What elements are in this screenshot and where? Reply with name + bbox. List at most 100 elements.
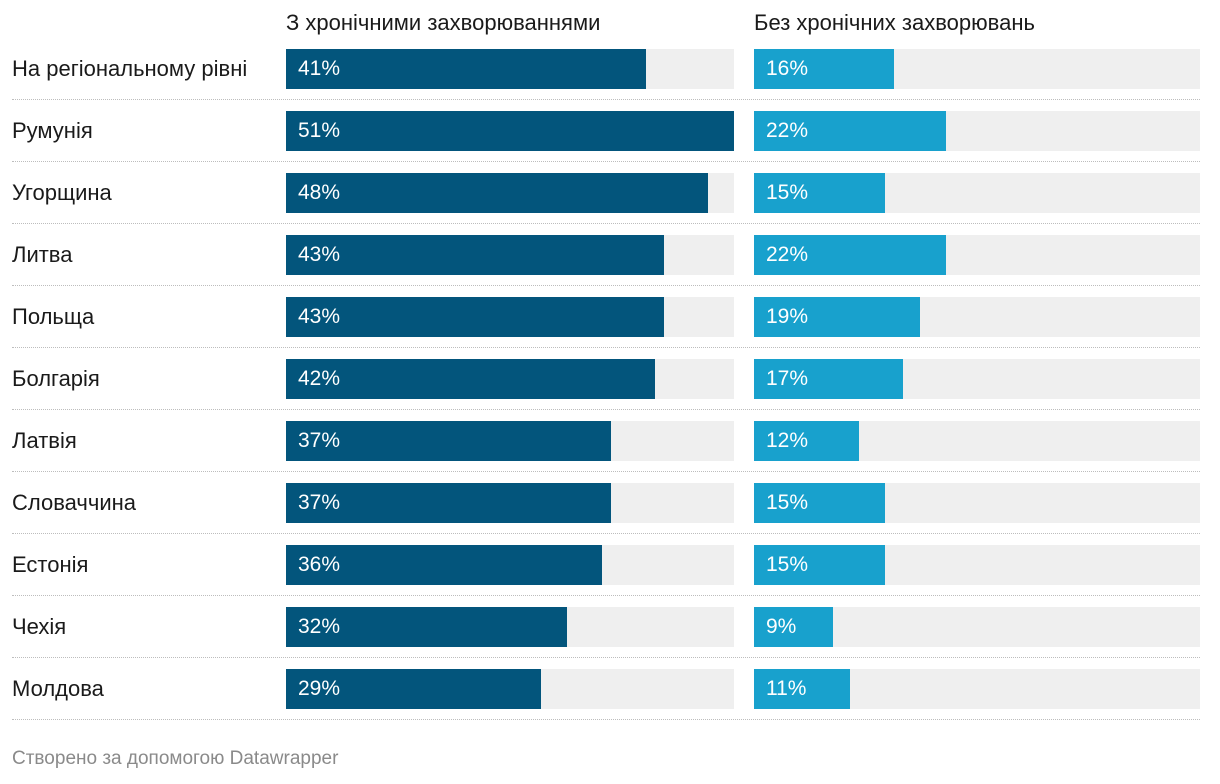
bar-track: 43%	[286, 297, 734, 337]
bar-value-label: 41%	[298, 57, 341, 80]
bar-value-label: 22%	[766, 119, 809, 142]
bar	[754, 545, 886, 585]
chart-row: Чехія 32% 9%	[0, 596, 1200, 658]
bar-track: 15%	[754, 545, 1200, 585]
bar-value-label: 32%	[298, 615, 341, 638]
bar	[754, 49, 894, 89]
row-divider	[12, 285, 1200, 286]
bar-track: 9%	[754, 607, 1200, 647]
bar	[286, 669, 541, 709]
bar	[754, 607, 833, 647]
chart-row: Польща 43% 19%	[0, 286, 1200, 348]
bar-value-label: 37%	[298, 491, 341, 514]
row-divider	[12, 533, 1200, 534]
chart-row: Литва 43% 22%	[0, 224, 1200, 286]
row-divider	[12, 471, 1200, 472]
row-divider	[12, 223, 1200, 224]
chart-row: Словаччина 37% 15%	[0, 472, 1200, 534]
bar	[286, 607, 568, 647]
bar-value-label: 22%	[766, 243, 809, 266]
bar-track: 43%	[286, 235, 734, 275]
category-label: Естонія	[12, 552, 89, 577]
bar-value-label: 19%	[766, 305, 809, 328]
category-label: Болгарія	[12, 366, 100, 391]
footer-credit: Створено за допомогою Datawrapper	[12, 748, 339, 769]
bar-value-label: 29%	[298, 677, 341, 700]
bar	[286, 297, 664, 337]
bar-track: 16%	[754, 49, 1200, 89]
bar	[286, 359, 655, 399]
row-divider	[12, 161, 1200, 162]
bar-track: 15%	[754, 173, 1200, 213]
category-label: Польща	[12, 304, 95, 329]
bar-track: 22%	[754, 235, 1200, 275]
bar-track: 48%	[286, 173, 734, 213]
bar-track: 17%	[754, 359, 1200, 399]
bar-track: 36%	[286, 545, 734, 585]
bar-track: 32%	[286, 607, 734, 647]
bar	[286, 111, 734, 151]
bar-value-label: 36%	[298, 553, 341, 576]
chart-row: Молдова 29% 11%	[0, 658, 1200, 720]
bar-track: 12%	[754, 421, 1200, 461]
bar-track: 41%	[286, 49, 734, 89]
bar	[286, 421, 612, 461]
bar	[754, 297, 921, 337]
bar-value-label: 15%	[766, 181, 809, 204]
chart-row: Естонія 36% 15%	[0, 534, 1200, 596]
bar-value-label: 42%	[298, 367, 341, 390]
category-label: Румунія	[12, 118, 93, 143]
category-label: Словаччина	[12, 490, 136, 515]
bar	[754, 359, 903, 399]
bar	[754, 669, 851, 709]
category-label: Чехія	[12, 614, 67, 639]
row-divider	[12, 719, 1200, 720]
bar-track: 37%	[286, 421, 734, 461]
category-label: Угорщина	[12, 180, 112, 205]
bar-value-label: 15%	[766, 553, 809, 576]
series-header-chronic: З хронічними захворюваннями	[286, 10, 601, 35]
bar	[286, 483, 612, 523]
chart-row: Угорщина 48% 15%	[0, 162, 1200, 224]
bar	[754, 173, 886, 213]
row-divider	[12, 347, 1200, 348]
chart-row: Румунія 51% 22%	[0, 100, 1200, 162]
category-label: Молдова	[12, 676, 104, 701]
bar-track: 19%	[754, 297, 1200, 337]
bar	[754, 235, 947, 275]
bar-track: 37%	[286, 483, 734, 523]
chart-row: На регіональному рівні 41% 16%	[0, 38, 1200, 100]
bar	[286, 49, 647, 89]
bar-value-label: 15%	[766, 491, 809, 514]
bar	[754, 421, 859, 461]
row-divider	[12, 99, 1200, 100]
bar-value-label: 12%	[766, 429, 809, 452]
bar-value-label: 17%	[766, 367, 809, 390]
bar-value-label: 9%	[766, 615, 797, 638]
bar-track: 51%	[286, 111, 734, 151]
bar-value-label: 43%	[298, 305, 341, 328]
row-divider	[12, 657, 1200, 658]
series-header-no-chronic: Без хронічних захворювань	[754, 10, 1035, 35]
bar-value-label: 16%	[766, 57, 809, 80]
chart-row: Болгарія 42% 17%	[0, 348, 1200, 410]
bar	[286, 235, 664, 275]
category-label: На регіональному рівні	[12, 56, 248, 81]
bar-value-label: 11%	[766, 677, 807, 700]
bar	[754, 483, 886, 523]
bar	[754, 111, 947, 151]
bar-track: 22%	[754, 111, 1200, 151]
bar-track: 11%	[754, 669, 1200, 709]
bar-value-label: 37%	[298, 429, 341, 452]
row-divider	[12, 595, 1200, 596]
category-label: Литва	[12, 242, 73, 267]
bar-track: 29%	[286, 669, 734, 709]
bar-value-label: 48%	[298, 181, 341, 204]
bar	[286, 173, 708, 213]
bar-track: 15%	[754, 483, 1200, 523]
chart-row: Латвія 37% 12%	[0, 410, 1200, 472]
bar-track: 42%	[286, 359, 734, 399]
bar-value-label: 51%	[298, 119, 341, 142]
bar	[286, 545, 603, 585]
category-label: Латвія	[12, 428, 77, 453]
